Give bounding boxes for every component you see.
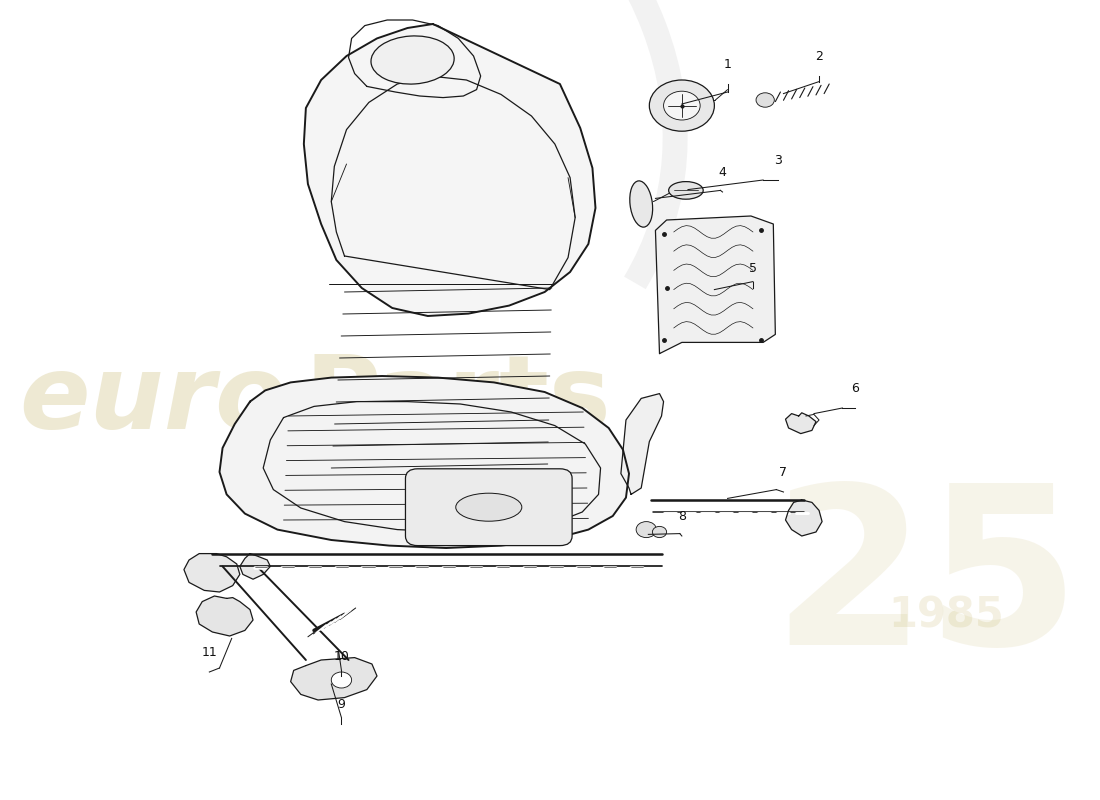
Circle shape (636, 522, 657, 538)
Circle shape (756, 93, 774, 107)
Polygon shape (304, 24, 595, 316)
Text: 1985: 1985 (888, 595, 1004, 637)
Circle shape (652, 526, 667, 538)
Text: 5: 5 (749, 262, 757, 275)
Polygon shape (196, 596, 253, 636)
Text: 9: 9 (338, 698, 345, 711)
Circle shape (331, 672, 352, 688)
Ellipse shape (455, 493, 521, 522)
Polygon shape (184, 554, 240, 592)
Text: Parts: Parts (305, 350, 612, 450)
Polygon shape (240, 554, 271, 579)
Text: 11: 11 (201, 646, 217, 659)
FancyBboxPatch shape (406, 469, 572, 546)
Ellipse shape (669, 182, 703, 199)
Text: 4: 4 (718, 166, 726, 179)
Text: a passion for parts since 1985: a passion for parts since 1985 (394, 505, 604, 519)
Polygon shape (220, 376, 629, 548)
Polygon shape (656, 216, 776, 354)
Circle shape (663, 91, 700, 120)
Polygon shape (785, 500, 822, 536)
Text: 7: 7 (780, 466, 788, 479)
Text: 25: 25 (771, 477, 1080, 691)
Text: 1: 1 (724, 58, 732, 71)
Polygon shape (290, 658, 377, 700)
Text: 8: 8 (678, 510, 686, 523)
Text: 6: 6 (850, 382, 858, 395)
Circle shape (649, 80, 714, 131)
Polygon shape (620, 394, 663, 494)
Ellipse shape (630, 181, 652, 227)
Ellipse shape (371, 36, 454, 84)
Text: euro: euro (20, 350, 287, 450)
Text: 2: 2 (815, 50, 823, 63)
Text: 10: 10 (333, 650, 350, 663)
Text: 3: 3 (774, 154, 782, 167)
Polygon shape (785, 413, 816, 434)
